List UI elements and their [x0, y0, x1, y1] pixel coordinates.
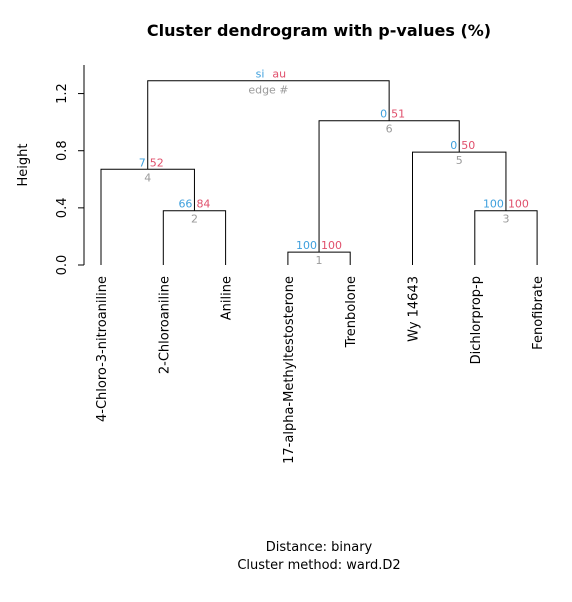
edge-number: 5: [456, 154, 463, 167]
si-value: 0: [380, 108, 387, 121]
leaf-label: 2-Chloroaniline: [157, 276, 172, 374]
leaf-label: Wy 14643: [407, 276, 422, 342]
au-value: 100: [321, 239, 342, 252]
legend-au: au: [272, 68, 286, 81]
edge-number: 4: [144, 171, 151, 184]
leaf-labels: 4-Chloro-3-nitroaniline 2-Chloroaniline An…: [95, 276, 546, 464]
y-axis-label: Height: [16, 144, 31, 187]
si-value: 0: [450, 139, 457, 152]
distance-caption: Distance: binary: [266, 540, 373, 555]
leaf-label: Fenofibrate: [531, 276, 546, 350]
edge-number: 6: [386, 123, 393, 136]
leaf-label: 17-alpha-Methyltestosterone: [282, 276, 297, 464]
edge-number: 3: [502, 213, 509, 226]
y-ticks: 0.0 0.4 0.8 1.2: [55, 83, 84, 275]
y-tick-label: 0.4: [55, 198, 70, 219]
chart-title: Cluster dendrogram with p-values (%): [147, 21, 491, 40]
dendrogram-tree: [100, 80, 538, 265]
legend-si: si: [256, 68, 265, 81]
y-tick-label: 0.8: [55, 140, 70, 161]
method-caption: Cluster method: ward.D2: [237, 558, 400, 573]
y-tick-label: 0.0: [55, 255, 70, 276]
leaf-label: Aniline: [220, 276, 235, 320]
au-value: 100: [508, 198, 529, 211]
leaf-label: 4-Chloro-3-nitroaniline: [95, 276, 110, 422]
y-tick-label: 1.2: [55, 83, 70, 104]
au-value: 50: [461, 139, 475, 152]
si-value: 100: [483, 198, 504, 211]
merge-branch-6: [318, 120, 460, 253]
leaf-label: Dichlorprop-p: [469, 276, 484, 364]
si-value: 7: [139, 156, 146, 169]
au-value: 51: [391, 108, 405, 121]
merge-branch-7: [147, 80, 390, 170]
edge-number: 2: [191, 213, 198, 226]
leaf-label: Trenbolone: [344, 276, 359, 348]
legend-edge: edge #: [248, 84, 288, 97]
y-axis: 0.0 0.4 0.8 1.2 Height: [16, 65, 85, 275]
si-value: 100: [296, 239, 317, 252]
si-value: 66: [178, 198, 192, 211]
au-value: 84: [196, 198, 210, 211]
au-value: 52: [150, 156, 164, 169]
edge-number: 1: [316, 254, 323, 267]
